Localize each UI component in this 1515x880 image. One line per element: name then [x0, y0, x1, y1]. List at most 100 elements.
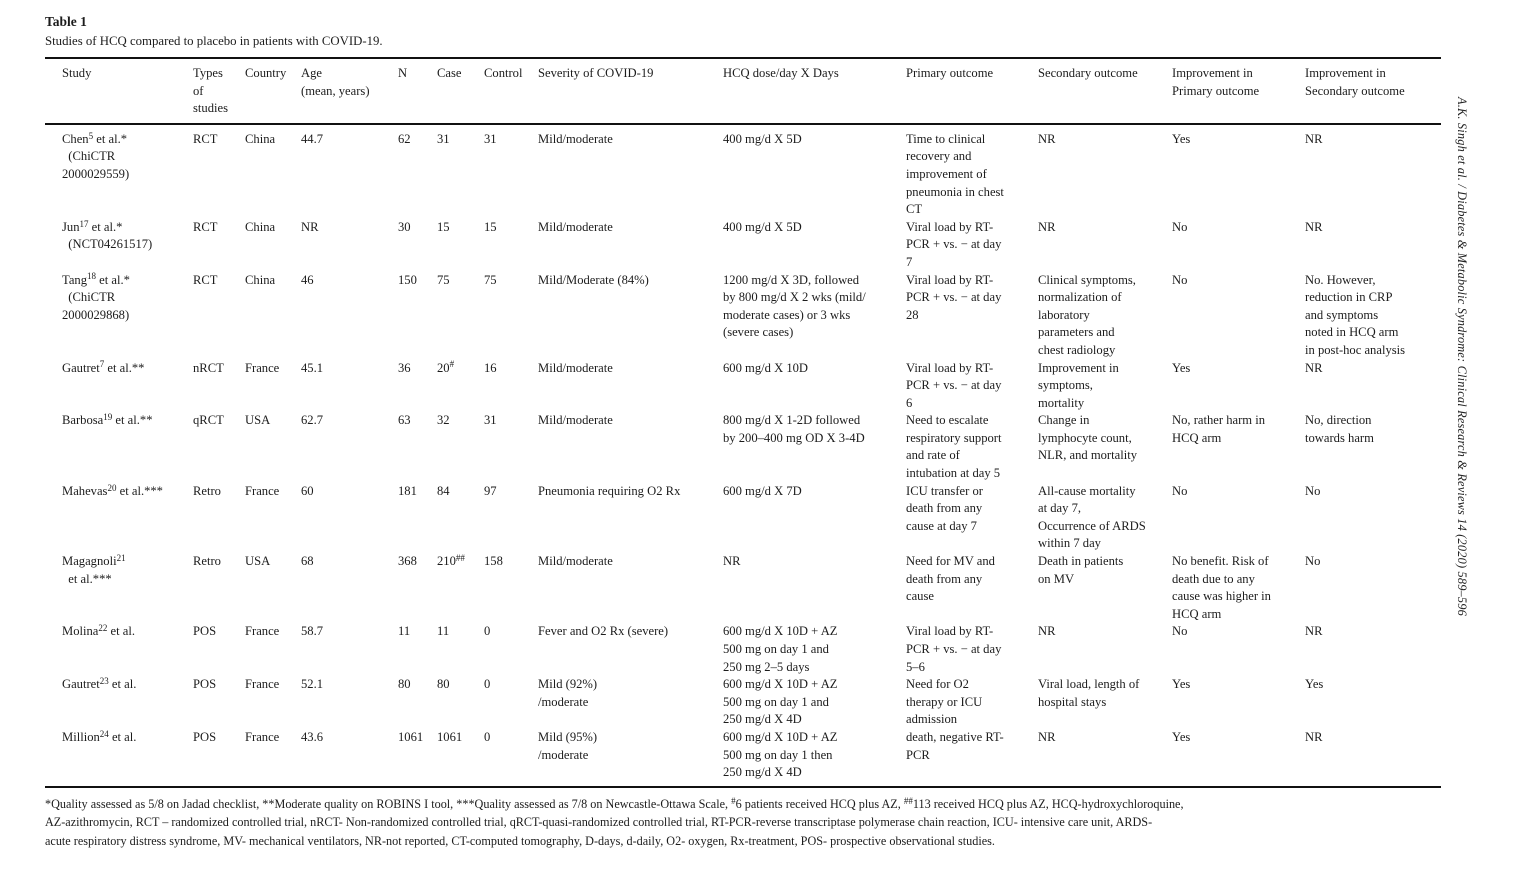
- footnote-line: acute respiratory distress syndrome, MV-…: [45, 833, 995, 848]
- cell-improvement_secondary: No, direction towards harm: [1305, 413, 1374, 445]
- table-caption: Studies of HCQ compared to placebo in pa…: [45, 34, 383, 48]
- cell-improvement_primary: Yes: [1172, 729, 1191, 744]
- header-cell-improvement_secondary: Improvement in Secondary outcome: [1305, 66, 1405, 98]
- cell-age: 62.7: [301, 413, 324, 428]
- header-cell-n: N: [398, 66, 408, 80]
- cell-study: Million24 et al.: [62, 728, 137, 744]
- cell-control: 31: [484, 413, 497, 428]
- cell-dose: 600 mg/d X 10D: [723, 360, 809, 375]
- cell-secondary_outcome: Improvement in symptoms, mortality: [1038, 360, 1119, 410]
- cell-primary_outcome: Need for O2 therapy or ICU admission: [906, 677, 983, 727]
- cell-n: 80: [398, 677, 411, 692]
- cell-primary_outcome: Viral load by RT- PCR + vs. − at day 7: [906, 219, 1002, 269]
- cell-age: 45.1: [301, 360, 324, 375]
- cell-study: Molina22 et al.: [62, 623, 136, 639]
- cell-country: France: [245, 624, 280, 639]
- cell-severity: Pneumonia requiring O2 Rx: [538, 483, 681, 498]
- cell-improvement_secondary: NR: [1305, 729, 1323, 744]
- cell-type: POS: [193, 624, 217, 639]
- cell-severity: Mild/moderate: [538, 219, 613, 234]
- cell-n: 30: [398, 219, 411, 234]
- cell-improvement_secondary: NR: [1305, 131, 1323, 146]
- table-row: Million24 et al. POS France 43.6 1061 1061 0 Mi…: [45, 729, 1441, 782]
- cell-severity: Mild/moderate: [538, 554, 613, 569]
- cell-n: 36: [398, 360, 411, 375]
- cell-n: 181: [398, 483, 417, 498]
- cell-control: 31: [484, 131, 497, 146]
- footnote-line: AZ-azithromycin, RCT – randomized contro…: [45, 815, 1153, 830]
- cell-control: 97: [484, 483, 497, 498]
- cell-country: China: [245, 219, 276, 234]
- cell-secondary_outcome: Death in patients on MV: [1038, 554, 1124, 586]
- cell-type: Retro: [193, 554, 221, 569]
- table-row: Chen5 et al.* (ChiCTR 2000029559) RCT China…: [45, 131, 1441, 219]
- cell-study: Gautret7 et al.**: [62, 359, 145, 375]
- cell-improvement_primary: Yes: [1172, 677, 1191, 692]
- cell-country: USA: [245, 554, 271, 569]
- table-row: Barbosa19 et al.** qRCT USA 62.7 63 32 31 Mild/…: [45, 412, 1441, 482]
- header-cell-type: Types of studies: [193, 66, 228, 116]
- cell-cases: 11: [437, 624, 450, 639]
- cell-control: 15: [484, 219, 497, 234]
- cell-country: China: [245, 272, 276, 287]
- cell-severity: Mild/Moderate (84%): [538, 272, 649, 287]
- cell-age: 44.7: [301, 131, 324, 146]
- cell-cases: 1061: [437, 729, 463, 744]
- cell-control: 0: [484, 729, 491, 744]
- cell-country: France: [245, 360, 280, 375]
- cell-type: Retro: [193, 483, 221, 498]
- cell-country: France: [245, 729, 280, 744]
- cell-study: Tang18 et al.* (ChiCTR 2000029868): [62, 271, 130, 322]
- cell-study: Magagnoli21 et al.***: [62, 553, 126, 586]
- cell-cases: 20#: [437, 359, 455, 375]
- cell-improvement_primary: No: [1172, 219, 1188, 234]
- cell-secondary_outcome: Viral load, length of hospital stays: [1038, 677, 1140, 709]
- cell-type: RCT: [193, 219, 218, 234]
- cell-dose: 800 mg/d X 1-2D followed by 200–400 mg OD…: [723, 413, 865, 445]
- cell-cases: 84: [437, 483, 450, 498]
- table-row: Gautret23 et al. POS France 52.1 80 80 0 Mild (…: [45, 676, 1441, 729]
- cell-severity: Mild/moderate: [538, 413, 613, 428]
- cell-improvement_secondary: NR: [1305, 624, 1323, 639]
- header-cell-severity: Severity of COVID-19: [538, 66, 654, 80]
- header-cell-country: Country: [245, 66, 287, 80]
- cell-improvement_primary: No benefit. Risk of death due to any cause…: [1172, 554, 1271, 621]
- cell-primary_outcome: Need to escalate respiratory support and r…: [906, 413, 1002, 481]
- table-region: Table 1 Studies of HCQ compared to place…: [45, 13, 1441, 851]
- header-cell-improvement_primary: Improvement in Primary outcome: [1172, 66, 1260, 98]
- cell-age: 52.1: [301, 677, 324, 692]
- cell-n: 63: [398, 413, 411, 428]
- cell-country: France: [245, 483, 280, 498]
- cell-dose: NR: [723, 554, 741, 569]
- cell-n: 150: [398, 272, 417, 287]
- cell-dose: 400 mg/d X 5D: [723, 219, 802, 234]
- table-footnote: *Quality assessed as 5/8 on Jadad checkl…: [45, 795, 1441, 851]
- cell-primary_outcome: Time to clinical recovery and improvement …: [906, 131, 1004, 217]
- cell-improvement_primary: Yes: [1172, 131, 1191, 146]
- journal-running-head: A.K. Singh et al. / Diabetes & Metabolic…: [1455, 97, 1469, 616]
- header-cell-cases: Case: [437, 66, 462, 80]
- table-row: Molina22 et al. POS France 58.7 11 11 0 Fever a…: [45, 623, 1441, 676]
- cell-cases: 210##: [437, 553, 465, 569]
- cell-dose: 400 mg/d X 5D: [723, 131, 802, 146]
- cell-primary_outcome: Viral load by RT- PCR + vs. − at day 5–6: [906, 624, 1002, 674]
- cell-dose: 600 mg/d X 10D + AZ 500 mg on day 1 then 2…: [723, 729, 838, 780]
- cell-country: China: [245, 131, 276, 146]
- cell-study: Gautret23 et al.: [62, 676, 137, 692]
- cell-type: POS: [193, 677, 217, 692]
- cell-cases: 32: [437, 413, 450, 428]
- cell-severity: Mild (92%)/moderate: [538, 677, 598, 709]
- cell-control: 0: [484, 677, 491, 692]
- cell-secondary_outcome: All-cause mortality at day 7, Occurrence o…: [1038, 483, 1146, 551]
- cell-improvement_secondary: No. However, reduction in CRP and symptoms…: [1305, 272, 1406, 357]
- cell-age: 43.6: [301, 729, 324, 744]
- cell-improvement_primary: No: [1172, 624, 1188, 639]
- cell-secondary_outcome: NR: [1038, 729, 1056, 744]
- cell-cases: 80: [437, 677, 450, 692]
- cell-improvement_secondary: Yes: [1305, 677, 1324, 692]
- cell-dose: 600 mg/d X 7D: [723, 483, 802, 498]
- cell-country: France: [245, 677, 280, 692]
- cell-age: 68: [301, 554, 314, 569]
- cell-improvement_secondary: NR: [1305, 219, 1323, 234]
- cell-primary_outcome: Viral load by RT- PCR + vs. − at day 28: [906, 272, 1002, 322]
